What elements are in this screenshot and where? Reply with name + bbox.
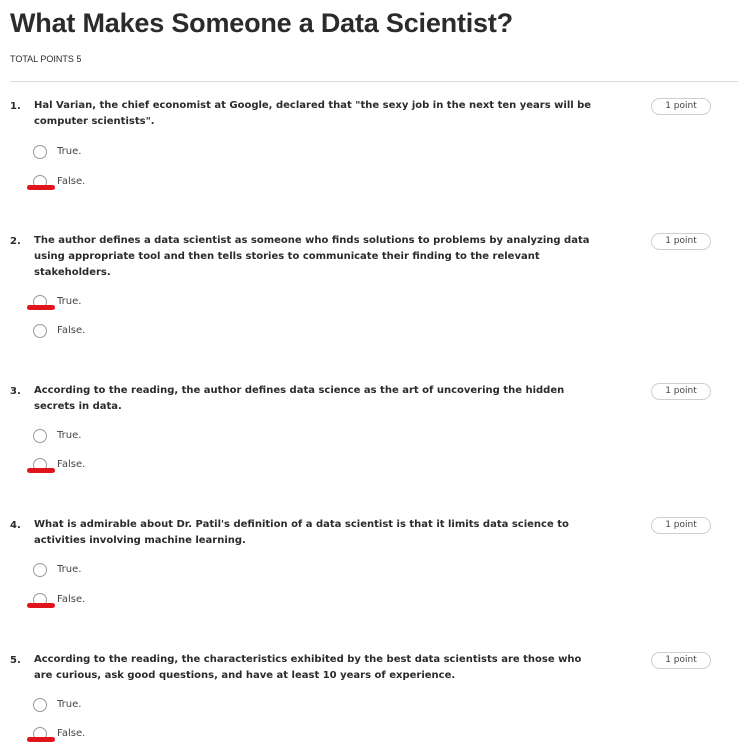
radio-button[interactable] — [33, 324, 47, 338]
option-false[interactable]: False. — [27, 458, 153, 474]
option-label: False. — [57, 325, 86, 336]
option-label: True. — [57, 430, 82, 441]
option-label: False. — [57, 176, 86, 187]
option-label: True. — [57, 146, 82, 157]
radio-button[interactable] — [33, 429, 47, 443]
red-annotation-mark — [27, 305, 55, 310]
radio-button[interactable] — [33, 145, 47, 159]
option-true[interactable]: True. — [33, 698, 153, 714]
question-text: According to the reading, the author def… — [34, 385, 565, 412]
option-label: False. — [57, 728, 86, 739]
page-title: What Makes Someone a Data Scientist? — [10, 8, 513, 38]
points-badge: 1 point — [651, 652, 711, 669]
option-label: True. — [57, 296, 82, 307]
red-annotation-mark — [27, 603, 55, 608]
points-badge: 1 point — [651, 233, 711, 250]
option-label: False. — [57, 459, 86, 470]
option-true[interactable]: True. — [33, 429, 153, 445]
question-number: 5. — [10, 655, 21, 666]
option-label: False. — [57, 594, 86, 605]
question-number: 4. — [10, 520, 21, 531]
option-false[interactable]: False. — [27, 593, 153, 609]
question-text: What is admirable about Dr. Patil's defi… — [34, 519, 569, 546]
option-false[interactable]: False. — [27, 175, 153, 191]
question-text: The author defines a data scientist as s… — [34, 235, 590, 278]
header-divider — [10, 81, 738, 82]
option-false[interactable]: False. — [33, 324, 153, 340]
option-false[interactable]: False. — [27, 727, 153, 743]
question-number: 3. — [10, 386, 21, 397]
question-number: 1. — [10, 101, 21, 112]
question-number: 2. — [10, 236, 21, 247]
points-badge: 1 point — [651, 517, 711, 534]
points-badge: 1 point — [651, 98, 711, 115]
total-points: TOTAL POINTS 5 — [10, 54, 82, 64]
question-text: Hal Varian, the chief economist at Googl… — [34, 100, 592, 127]
points-badge: 1 point — [651, 383, 711, 400]
radio-button[interactable] — [33, 698, 47, 712]
option-true[interactable]: True. — [33, 145, 153, 161]
red-annotation-mark — [27, 737, 55, 742]
radio-button[interactable] — [33, 563, 47, 577]
red-annotation-mark — [27, 185, 55, 190]
red-annotation-mark — [27, 468, 55, 473]
question-text: According to the reading, the characteri… — [34, 654, 582, 681]
option-true[interactable]: True. — [27, 295, 153, 311]
option-label: True. — [57, 699, 82, 710]
option-true[interactable]: True. — [33, 563, 153, 579]
option-label: True. — [57, 564, 82, 575]
